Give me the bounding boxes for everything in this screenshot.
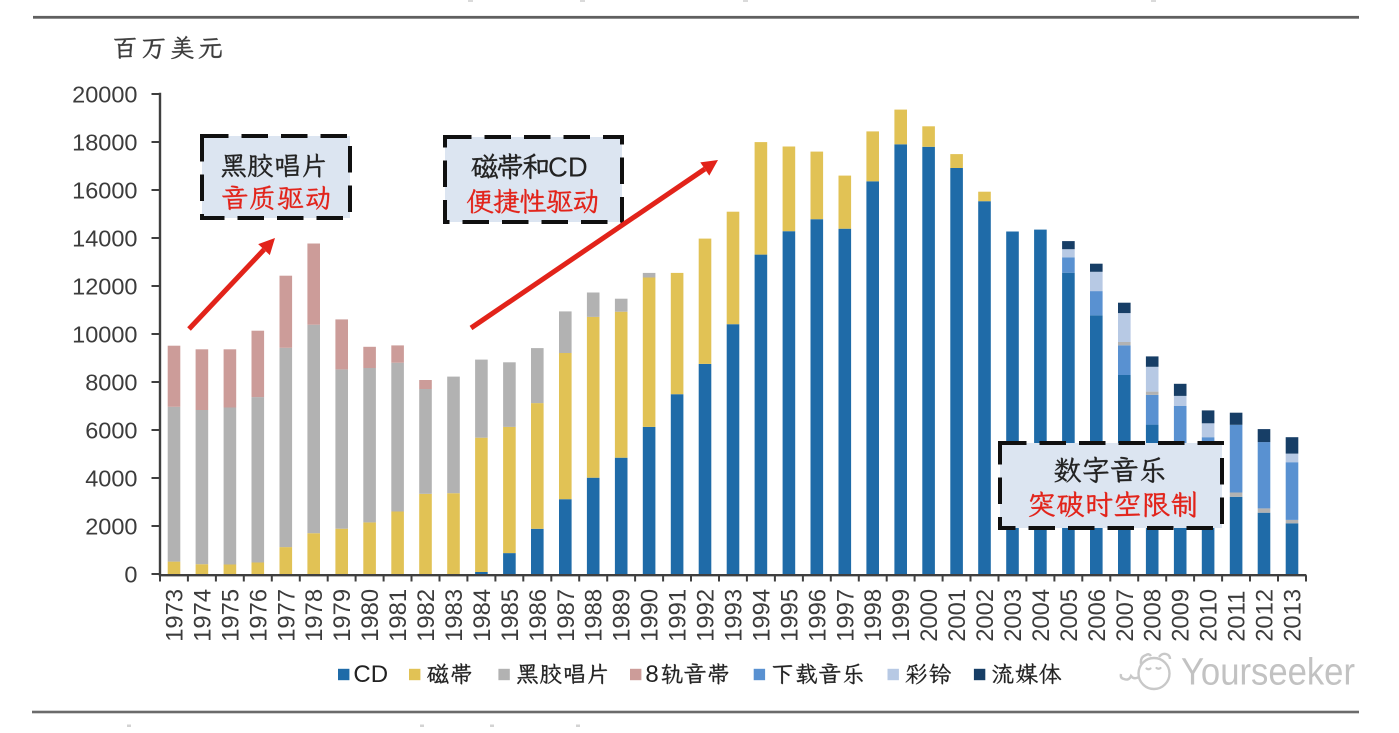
svg-text:1995: 1995 bbox=[776, 589, 803, 642]
svg-text:2013: 2013 bbox=[1280, 589, 1307, 642]
svg-text:1998: 1998 bbox=[860, 589, 887, 642]
svg-text:2011: 2011 bbox=[1224, 591, 1251, 642]
svg-text:2000: 2000 bbox=[85, 513, 137, 539]
svg-text:CD: CD bbox=[548, 152, 588, 183]
svg-text:2007: 2007 bbox=[1112, 589, 1139, 642]
svg-text:1974: 1974 bbox=[189, 589, 216, 642]
svg-text:10000: 10000 bbox=[72, 321, 137, 347]
svg-text:4000: 4000 bbox=[85, 465, 137, 491]
svg-text:6000: 6000 bbox=[85, 417, 137, 443]
svg-text:1989: 1989 bbox=[609, 589, 636, 642]
svg-text:1991: 1991 bbox=[665, 589, 692, 642]
svg-text:1983: 1983 bbox=[441, 589, 468, 642]
svg-text:1987: 1987 bbox=[553, 589, 580, 642]
svg-text:1984: 1984 bbox=[469, 589, 496, 642]
svg-text:1990: 1990 bbox=[637, 589, 664, 642]
svg-text:1975: 1975 bbox=[217, 589, 244, 642]
svg-text:Yourseeker: Yourseeker bbox=[1181, 652, 1355, 694]
svg-text:1976: 1976 bbox=[245, 589, 272, 642]
svg-text:1973: 1973 bbox=[162, 589, 189, 642]
svg-text:20000: 20000 bbox=[72, 81, 137, 107]
svg-text:1994: 1994 bbox=[748, 589, 775, 642]
svg-text:2005: 2005 bbox=[1056, 589, 1083, 642]
svg-text:2002: 2002 bbox=[972, 589, 999, 642]
svg-text:2006: 2006 bbox=[1084, 589, 1111, 642]
svg-text:2009: 2009 bbox=[1168, 589, 1195, 642]
svg-text:1981: 1981 bbox=[385, 589, 412, 642]
svg-text:2012: 2012 bbox=[1252, 589, 1279, 642]
svg-text:2010: 2010 bbox=[1196, 589, 1223, 642]
svg-text:2008: 2008 bbox=[1140, 589, 1167, 642]
svg-text:1997: 1997 bbox=[832, 589, 859, 642]
svg-text:CD: CD bbox=[353, 661, 388, 688]
svg-text:8000: 8000 bbox=[85, 369, 137, 395]
svg-text:1992: 1992 bbox=[693, 589, 720, 642]
svg-text:12000: 12000 bbox=[72, 273, 137, 299]
svg-text:16000: 16000 bbox=[72, 177, 137, 203]
svg-text:1986: 1986 bbox=[525, 589, 552, 642]
svg-text:1996: 1996 bbox=[804, 589, 831, 642]
svg-text:1985: 1985 bbox=[497, 589, 524, 642]
svg-text:1980: 1980 bbox=[357, 589, 384, 642]
svg-text:1993: 1993 bbox=[721, 589, 748, 642]
svg-text:1988: 1988 bbox=[581, 589, 608, 642]
svg-text:1999: 1999 bbox=[888, 589, 915, 642]
svg-text:2000: 2000 bbox=[916, 589, 943, 642]
svg-text:0: 0 bbox=[124, 561, 137, 587]
svg-text:2004: 2004 bbox=[1028, 589, 1055, 642]
svg-text:2001: 2001 bbox=[944, 589, 971, 642]
svg-text:1979: 1979 bbox=[329, 589, 356, 642]
svg-text:8: 8 bbox=[645, 661, 658, 688]
svg-text:1978: 1978 bbox=[301, 589, 328, 642]
svg-text:18000: 18000 bbox=[72, 129, 137, 155]
svg-text:1982: 1982 bbox=[413, 589, 440, 642]
svg-text:2003: 2003 bbox=[1000, 589, 1027, 642]
svg-text:1977: 1977 bbox=[273, 589, 300, 642]
svg-text:14000: 14000 bbox=[72, 225, 137, 251]
